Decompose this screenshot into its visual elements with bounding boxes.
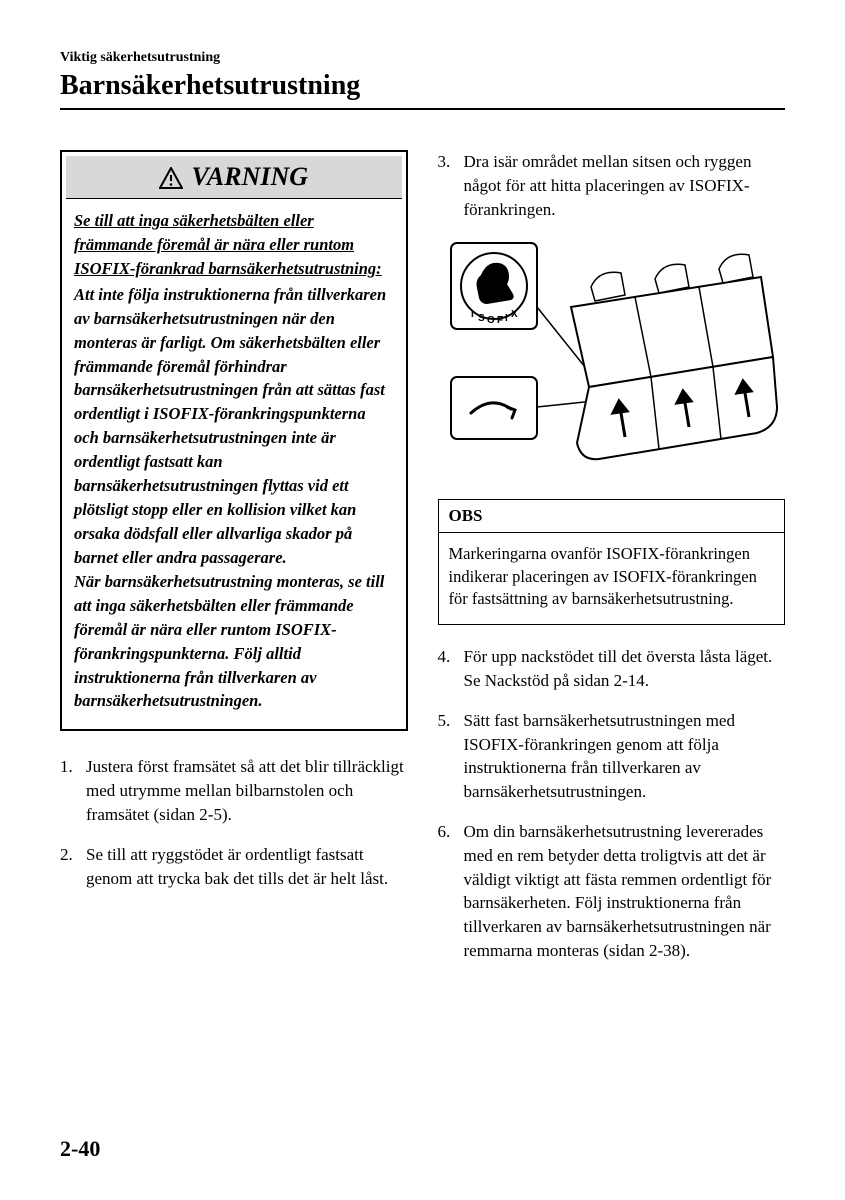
page-number: 2-40 xyxy=(60,1136,100,1162)
step-number: 1. xyxy=(60,755,78,826)
list-item: 2. Se till att ryggstödet är ordentligt … xyxy=(60,843,408,891)
warning-triangle-icon xyxy=(159,166,183,188)
obs-title: OBS xyxy=(439,500,785,533)
warning-box: VARNING Se till att inga säkerhetsbälten… xyxy=(60,150,408,731)
warning-body-text-1: Att inte följa instruktionerna från till… xyxy=(74,283,394,570)
step-text: Om din barnsäkerhetsutrustning levererad… xyxy=(464,820,786,963)
list-item: 1. Justera först framsätet så att det bl… xyxy=(60,755,408,826)
obs-body-text: Markeringarna ovanför ISOFIX-förankringe… xyxy=(439,533,785,624)
steps-list-right-top: 3. Dra isär området mellan sitsen och ry… xyxy=(438,150,786,221)
step-number: 5. xyxy=(438,709,456,804)
svg-text:I: I xyxy=(505,313,508,324)
left-column: VARNING Se till att inga säkerhetsbälten… xyxy=(60,150,408,979)
seat-diagram-icon: I S O F I X xyxy=(441,237,781,477)
list-item: 5. Sätt fast barnsäkerhetsutrustningen m… xyxy=(438,709,786,804)
step-text: Justera först framsätet så att det blir … xyxy=(86,755,408,826)
step-number: 4. xyxy=(438,645,456,693)
steps-list-left: 1. Justera först framsätet så att det bl… xyxy=(60,755,408,890)
page-header: Viktig säkerhetsutrustning Barnsäkerhets… xyxy=(60,50,785,110)
svg-text:O: O xyxy=(487,315,495,326)
svg-text:X: X xyxy=(511,309,518,320)
warning-body-text-2: När barnsäkerhetsutrustning monteras, se… xyxy=(74,570,394,714)
step-text: Se till att ryggstödet är ordentligt fas… xyxy=(86,843,408,891)
step-text: För upp nackstödet till det översta låst… xyxy=(464,645,773,693)
warning-title: VARNING xyxy=(66,156,402,199)
page-title: Barnsäkerhetsutrustning xyxy=(60,70,785,110)
isofix-illustration: I S O F I X xyxy=(438,237,786,477)
content-columns: VARNING Se till att inga säkerhetsbälten… xyxy=(60,150,785,979)
step-number: 2. xyxy=(60,843,78,891)
list-item: 4. För upp nackstödet till det översta l… xyxy=(438,645,786,693)
step-text: Dra isär området mellan sitsen och rygge… xyxy=(464,150,786,221)
step-number: 3. xyxy=(438,150,456,221)
step-text: Sätt fast barnsäkerhetsutrustningen med … xyxy=(464,709,786,804)
list-item: 3. Dra isär området mellan sitsen och ry… xyxy=(438,150,786,221)
right-column: 3. Dra isär området mellan sitsen och ry… xyxy=(438,150,786,979)
steps-list-right-bottom: 4. För upp nackstödet till det översta l… xyxy=(438,645,786,963)
step-text-line: Se Nackstöd på sidan 2-14. xyxy=(464,671,650,690)
warning-lead-text: Se till att inga säkerhetsbälten eller f… xyxy=(74,209,394,281)
svg-text:F: F xyxy=(497,315,503,326)
warning-body: Se till att inga säkerhetsbälten eller f… xyxy=(66,199,402,725)
svg-text:S: S xyxy=(478,313,485,324)
step-number: 6. xyxy=(438,820,456,963)
warning-label: VARNING xyxy=(191,162,308,192)
list-item: 6. Om din barnsäkerhetsutrustning levere… xyxy=(438,820,786,963)
step-text-line: För upp nackstödet till det översta låst… xyxy=(464,647,773,666)
breadcrumb: Viktig säkerhetsutrustning xyxy=(60,50,785,66)
obs-box: OBS Markeringarna ovanför ISOFIX-förankr… xyxy=(438,499,786,625)
svg-text:I: I xyxy=(471,309,474,320)
